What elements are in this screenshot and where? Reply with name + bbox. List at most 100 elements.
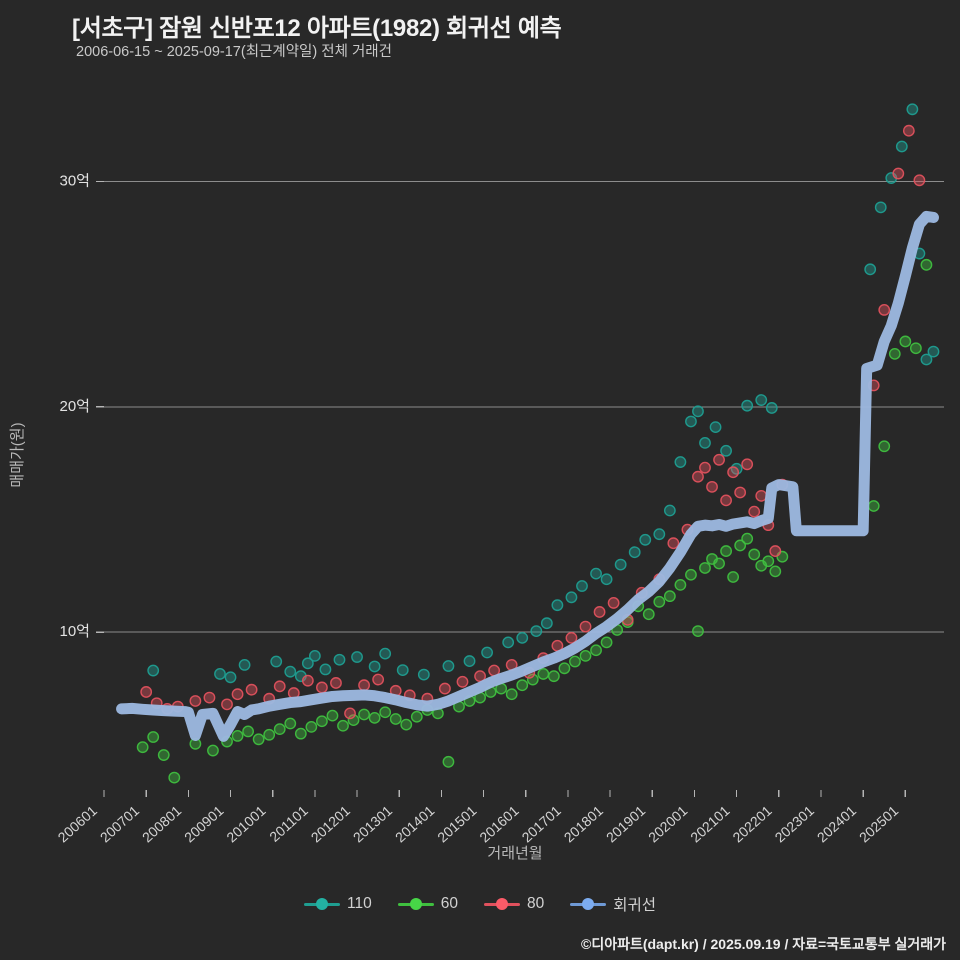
data-point — [699, 461, 711, 474]
data-point — [245, 683, 258, 696]
data-point — [593, 606, 606, 618]
data-point — [628, 546, 641, 559]
data-point — [481, 646, 493, 659]
data-point — [252, 733, 265, 746]
data-point — [909, 342, 922, 355]
x-axis-tick-label: 202501 — [856, 802, 902, 845]
data-point — [558, 662, 571, 675]
data-point — [565, 631, 578, 644]
data-point — [351, 651, 363, 663]
data-point — [927, 345, 940, 358]
data-point — [147, 664, 160, 677]
data-point — [358, 708, 370, 721]
data-point — [316, 681, 328, 694]
data-point — [685, 568, 697, 581]
data-point — [417, 668, 430, 681]
data-point — [755, 394, 768, 406]
y-axis-tick-label: 30억 — [60, 172, 91, 189]
data-point — [878, 303, 891, 316]
x-axis-title: 거래년월 — [487, 845, 542, 862]
data-point — [379, 706, 392, 719]
legend-item-label: 60 — [440, 895, 458, 912]
data-point — [874, 201, 887, 214]
legend-item[interactable]: 110 — [304, 895, 372, 913]
data-points-group — [136, 103, 940, 784]
data-point — [396, 664, 409, 676]
chart-subtitle: 2006-06-15 ~ 2025-09-17(최근계약일) 전체 거래건 — [76, 44, 392, 60]
data-point — [516, 679, 529, 692]
data-point — [168, 771, 181, 784]
data-point — [892, 167, 905, 180]
data-point — [663, 590, 676, 603]
data-point — [902, 124, 915, 137]
data-point — [319, 663, 332, 676]
data-point — [270, 655, 283, 668]
legend-item[interactable]: 회귀선 — [570, 893, 656, 915]
legend-item-label: 110 — [347, 895, 372, 912]
data-point — [207, 744, 219, 757]
y-axis-tick-label: 20억 — [60, 398, 91, 415]
x-axis-tick-label: 201401 — [392, 802, 438, 845]
x-axis-tick-label: 200701 — [97, 802, 143, 845]
data-point — [368, 711, 381, 724]
data-point — [242, 725, 255, 738]
data-point — [913, 174, 926, 187]
data-point — [888, 347, 901, 360]
x-axis-tick-label: 202401 — [814, 802, 860, 845]
y-axis-ticks-group: 10억 20억 30억 — [60, 172, 104, 640]
data-point — [748, 505, 761, 518]
data-point — [864, 263, 877, 276]
data-point — [590, 567, 602, 580]
legend-item-label: 80 — [526, 895, 545, 912]
data-point — [238, 659, 251, 671]
x-axis-tick-label: 201201 — [308, 802, 354, 845]
data-point — [769, 545, 782, 557]
data-point — [203, 691, 216, 704]
x-axis-tick-label: 201501 — [434, 802, 480, 845]
data-point — [579, 649, 592, 662]
data-point — [867, 500, 880, 512]
data-point — [368, 660, 381, 673]
data-point — [379, 647, 392, 660]
data-point — [699, 562, 711, 574]
data-point — [308, 649, 321, 662]
legend-item[interactable]: 60 — [397, 895, 458, 913]
regression-line — [116, 210, 939, 742]
legend-item[interactable]: 80 — [483, 895, 545, 913]
data-point — [600, 573, 613, 586]
y-axis-tick-label: 10억 — [60, 623, 91, 640]
data-point — [769, 565, 782, 578]
data-point — [463, 655, 476, 667]
data-point — [347, 714, 360, 727]
x-axis-tick-label: 201301 — [350, 802, 396, 845]
data-point — [389, 713, 402, 725]
data-point — [221, 698, 233, 711]
data-point — [741, 458, 754, 471]
data-point — [516, 631, 529, 644]
data-point — [569, 655, 581, 668]
data-point — [263, 728, 276, 741]
data-point — [551, 599, 564, 612]
data-point — [189, 695, 202, 707]
data-point — [762, 555, 775, 568]
legend-marker-icon — [397, 897, 434, 911]
gridlines-group — [104, 180, 944, 633]
data-point — [530, 625, 543, 637]
data-point — [565, 591, 578, 604]
y-axis-title: 매매가(원) — [9, 422, 26, 487]
data-point — [576, 580, 588, 592]
x-axis-tick-label: 201701 — [519, 802, 565, 845]
data-point — [706, 480, 718, 493]
x-axis-tick-label: 201601 — [476, 802, 522, 845]
data-point — [358, 679, 370, 692]
x-axis-tick-label: 202201 — [729, 802, 775, 845]
data-point — [600, 636, 613, 649]
data-point — [301, 674, 314, 687]
x-axis-tick-label: 201101 — [266, 802, 311, 845]
data-point — [663, 504, 676, 517]
data-point — [895, 140, 908, 153]
data-point — [765, 402, 778, 414]
data-point — [344, 707, 356, 720]
data-point — [906, 103, 919, 116]
